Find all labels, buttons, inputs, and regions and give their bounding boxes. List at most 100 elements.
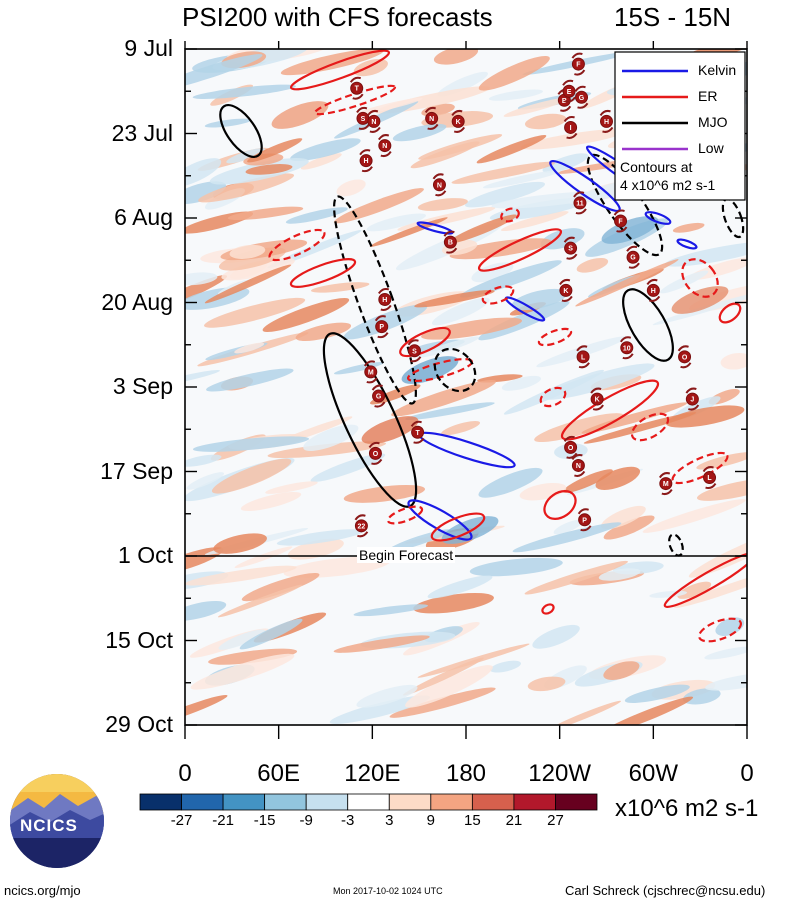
storm-label: S [568, 246, 573, 253]
field-blob [503, 97, 568, 117]
storm-marker: 22 [354, 514, 369, 538]
field-blob [642, 499, 746, 533]
storm-dot [685, 392, 699, 406]
storm-label: P [582, 517, 587, 524]
field-blob [271, 101, 329, 129]
field-blob [401, 356, 459, 384]
er-contour [399, 326, 451, 358]
storm-marker: K [590, 387, 604, 411]
storm-label: P [379, 324, 384, 331]
field-blob [276, 529, 363, 546]
field-blob [186, 472, 225, 490]
storm-dot [368, 446, 382, 460]
field-blob [208, 648, 298, 665]
storm-marker: 11 [573, 191, 587, 215]
field-blob [478, 56, 550, 91]
storm-swirl [574, 85, 589, 109]
x-tick-label: 180 [445, 760, 487, 787]
field-blob [413, 592, 494, 614]
storm-swirl [573, 191, 587, 215]
storm-swirl [368, 441, 383, 465]
storm-swirl [371, 384, 386, 408]
er-contour [500, 207, 520, 223]
storm-marker: L [702, 466, 717, 490]
field-blob [361, 416, 419, 444]
field-blob [562, 469, 613, 493]
field-blob [672, 222, 705, 233]
field-blob [366, 213, 426, 232]
field-blob [204, 118, 251, 128]
field-blob [478, 467, 543, 498]
storm-marker: M [363, 360, 378, 384]
field-blob [226, 148, 265, 164]
storm-dot [443, 235, 457, 249]
field-blob [310, 453, 386, 482]
storm-label: G [579, 95, 585, 102]
field-blob [520, 129, 627, 150]
field-blob [595, 466, 641, 491]
storm-dot [432, 178, 446, 192]
field-blob [303, 424, 359, 452]
storm-swirl [677, 345, 692, 369]
field-blob [333, 635, 430, 653]
ncics-logo-text: NCICS [20, 816, 78, 835]
field-blob [262, 298, 350, 332]
kelvin-contour [676, 238, 698, 250]
x-tick-label: 60W [628, 760, 679, 787]
field-blob [405, 665, 493, 708]
storm-marker: B [443, 230, 458, 254]
colorbar-tick-label: 27 [547, 812, 564, 829]
legend-label: Kelvin [698, 62, 737, 78]
storm-label: M [368, 369, 374, 376]
field-blob [488, 89, 543, 101]
field-blob [688, 529, 747, 578]
field-blob [185, 565, 297, 586]
colorbar-swatch [513, 793, 556, 811]
storm-marker: P [374, 315, 389, 339]
er-contour [268, 228, 326, 262]
storm-label: O [682, 354, 688, 361]
storm-label: 10 [623, 345, 631, 352]
er-contour [430, 512, 486, 542]
storm-swirl [571, 52, 586, 76]
legend-box [614, 51, 746, 201]
footer-site[interactable]: ncics.org/mjo [4, 883, 81, 898]
storm-dot [378, 139, 392, 153]
storm-label: H [604, 119, 609, 126]
y-tick-label: 29 Oct [105, 711, 173, 737]
field-blob [527, 676, 566, 692]
field-blob [204, 297, 306, 328]
field-blob [185, 454, 222, 467]
field-blob [300, 153, 342, 170]
storm-swirl [377, 287, 392, 311]
field-blob [482, 170, 561, 189]
er-contour [630, 412, 670, 442]
storm-swirl [685, 387, 700, 411]
storm-dot [359, 154, 373, 168]
y-tick-label: 15 Oct [105, 626, 173, 653]
colorbar [139, 793, 598, 811]
storm-dot [576, 350, 590, 364]
storm-label: H [364, 158, 369, 165]
storm-swirl [354, 514, 369, 538]
storm-marker: O [368, 441, 383, 465]
storm-dot [575, 90, 589, 104]
storm-label: O [568, 445, 574, 452]
field-blob [290, 138, 361, 161]
storm-swirl [577, 508, 592, 532]
er-contour [539, 386, 567, 408]
storm-swirl [443, 230, 458, 254]
field-blob [421, 317, 522, 340]
field-blob [705, 672, 747, 691]
field-blob [460, 260, 562, 298]
storm-marker: N [377, 134, 392, 158]
storm-label: F [618, 219, 623, 226]
colorbar-swatch [181, 793, 224, 811]
storm-marker: T [349, 76, 364, 100]
storm-label: K [456, 119, 461, 126]
storm-swirl [559, 278, 573, 302]
field-blob [343, 484, 426, 503]
field-blob [218, 629, 266, 650]
field-blob [198, 173, 295, 203]
storm-swirl [451, 109, 466, 133]
